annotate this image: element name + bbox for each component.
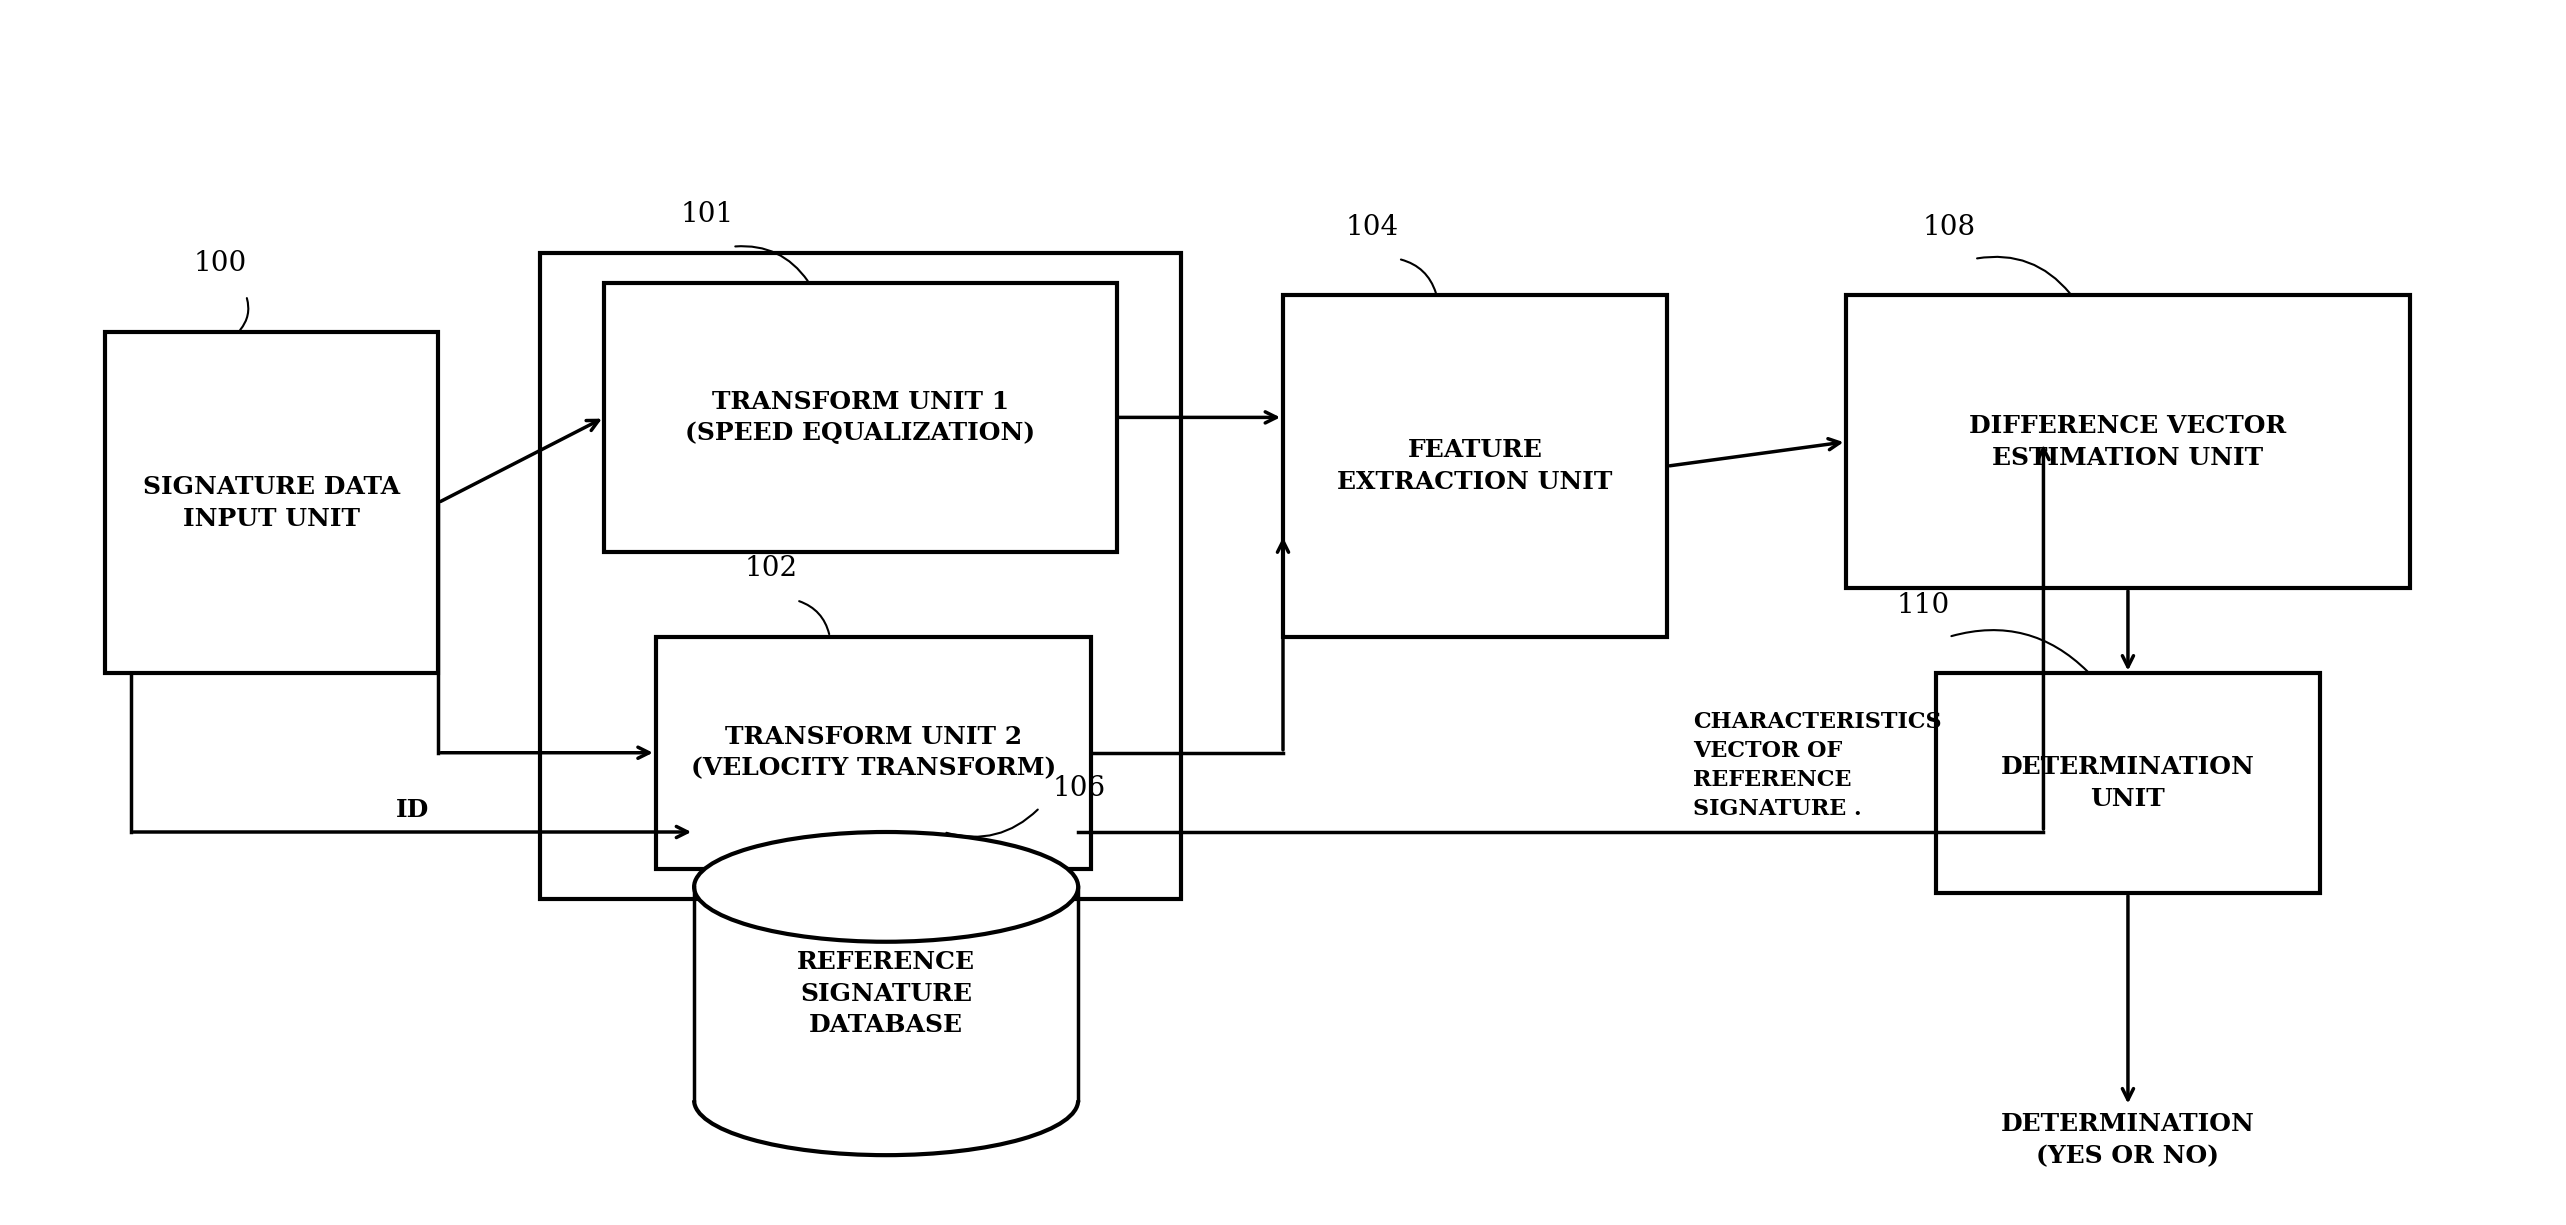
FancyBboxPatch shape [1283,295,1668,637]
Text: REFERENCE
SIGNATURE
DATABASE: REFERENCE SIGNATURE DATABASE [798,949,975,1038]
Text: 101: 101 [680,201,734,228]
FancyBboxPatch shape [606,283,1116,551]
Text: CHARACTERISTICS
VECTOR OF
REFERENCE
SIGNATURE .: CHARACTERISTICS VECTOR OF REFERENCE SIGN… [1694,712,1942,820]
Ellipse shape [693,1045,1078,1155]
Ellipse shape [693,832,1078,942]
Text: 108: 108 [1922,213,1976,240]
FancyBboxPatch shape [657,637,1091,869]
Text: SIGNATURE DATA
INPUT UNIT: SIGNATURE DATA INPUT UNIT [144,475,400,530]
Text: DETERMINATION
(YES OR NO): DETERMINATION (YES OR NO) [2001,1112,2256,1169]
FancyBboxPatch shape [1848,295,2409,588]
Text: 100: 100 [195,250,246,277]
FancyBboxPatch shape [1935,674,2320,893]
Text: FEATURE
EXTRACTION UNIT: FEATURE EXTRACTION UNIT [1337,439,1611,494]
Text: 104: 104 [1347,213,1398,240]
Text: DETERMINATION
UNIT: DETERMINATION UNIT [2001,756,2256,811]
Text: 106: 106 [1052,774,1106,801]
Text: DIFFERENCE VECTOR
ESTIMATION UNIT: DIFFERENCE VECTOR ESTIMATION UNIT [1968,414,2286,469]
Text: TRANSFORM UNIT 2
(VELOCITY TRANSFORM): TRANSFORM UNIT 2 (VELOCITY TRANSFORM) [690,725,1057,780]
Text: 110: 110 [1896,592,1950,619]
FancyBboxPatch shape [105,332,439,674]
Text: TRANSFORM UNIT 1
(SPEED EQUALIZATION): TRANSFORM UNIT 1 (SPEED EQUALIZATION) [685,390,1037,445]
Text: 102: 102 [744,555,798,582]
Text: ID: ID [395,799,429,822]
